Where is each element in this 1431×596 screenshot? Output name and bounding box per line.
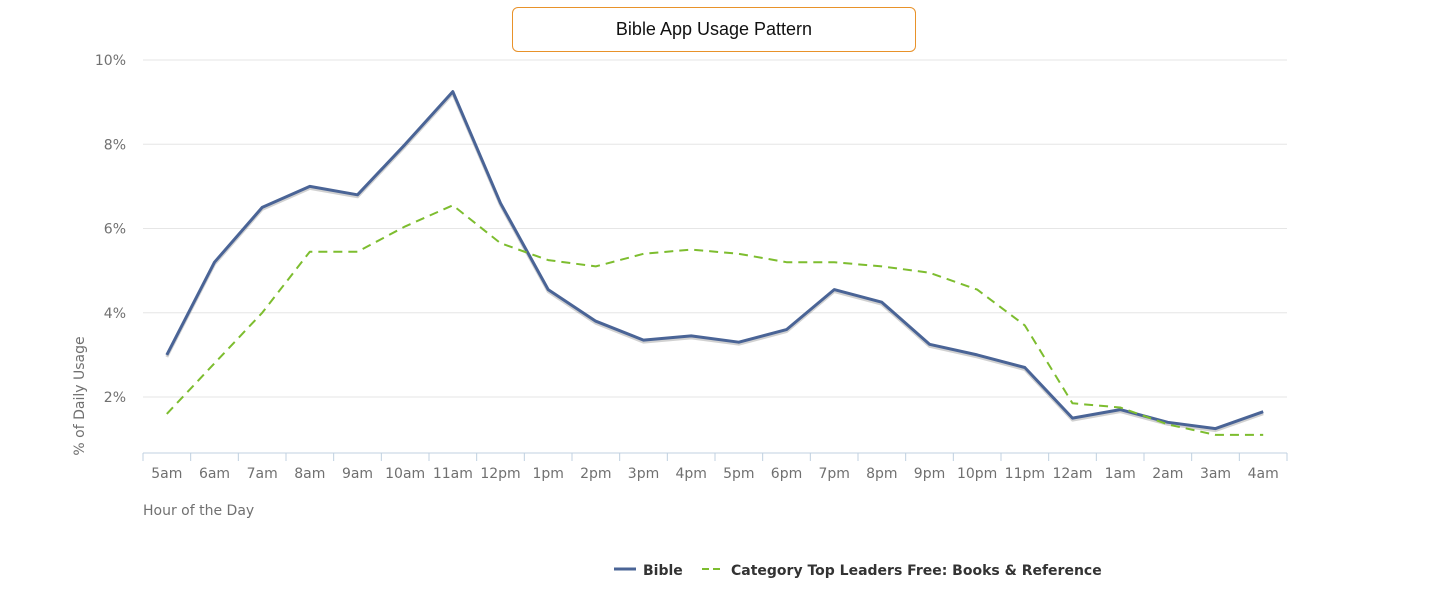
series-shadow (165, 92, 1264, 433)
x-tick-label: 8am (294, 466, 325, 482)
x-tick-label: 5pm (723, 466, 754, 482)
x-tick-label: 7am (247, 466, 278, 482)
x-tick-label: 8pm (866, 466, 897, 482)
x-tick-label: 7pm (818, 466, 849, 482)
x-tick-label: 10pm (957, 466, 997, 482)
x-axis: 5am 6am 7am 8am 9am 10am 11am 12pm 1pm 2pm 3pm 4pm 5… (142, 452, 1288, 482)
legend-label[interactable]: Bible (643, 563, 683, 579)
series-line-bible (165, 90, 1264, 431)
x-tick-label: 1pm (532, 466, 563, 482)
x-tick-label: 6am (199, 466, 230, 482)
y-axis-title: % of Daily Usage (72, 336, 88, 455)
y-tick-label: 8% (104, 137, 126, 153)
y-tick-label: 2% (104, 390, 126, 406)
y-tick-label: 10% (95, 53, 126, 69)
x-tick-label: 3am (1200, 466, 1231, 482)
x-tick-label: 12am (1052, 466, 1092, 482)
chart-title: Bible App Usage Pattern (512, 7, 916, 52)
x-tick-label: 9am (342, 466, 373, 482)
x-tick-label: 3pm (628, 466, 659, 482)
x-tick-label: 11am (433, 466, 473, 482)
legend-label[interactable]: Category Top Leaders Free: Books & Refer… (731, 563, 1102, 579)
x-tick-label: 12pm (480, 466, 520, 482)
x-tick-label: 11pm (1005, 466, 1045, 482)
x-tick-label: 4pm (675, 466, 706, 482)
y-axis-ticks: 2% 4% 6% 8% 10% (95, 53, 126, 406)
x-tick-label: 5am (151, 466, 182, 482)
x-tick-label: 2am (1152, 466, 1183, 482)
series-lines (165, 90, 1264, 436)
x-tick-label: 6pm (771, 466, 802, 482)
x-tick-label: 4am (1248, 466, 1279, 482)
y-tick-label: 4% (104, 306, 126, 322)
y-tick-label: 6% (104, 222, 126, 238)
x-tick-label: 2pm (580, 466, 611, 482)
legend: Bible Category Top Leaders Free: Books & … (614, 563, 1102, 579)
x-axis-title: Hour of the Day (143, 503, 254, 519)
x-tick-label: 10am (385, 466, 425, 482)
gridlines (143, 59, 1287, 398)
x-tick-label: 1am (1105, 466, 1136, 482)
series-line-category (166, 204, 1264, 436)
x-tick-label: 9pm (914, 466, 945, 482)
